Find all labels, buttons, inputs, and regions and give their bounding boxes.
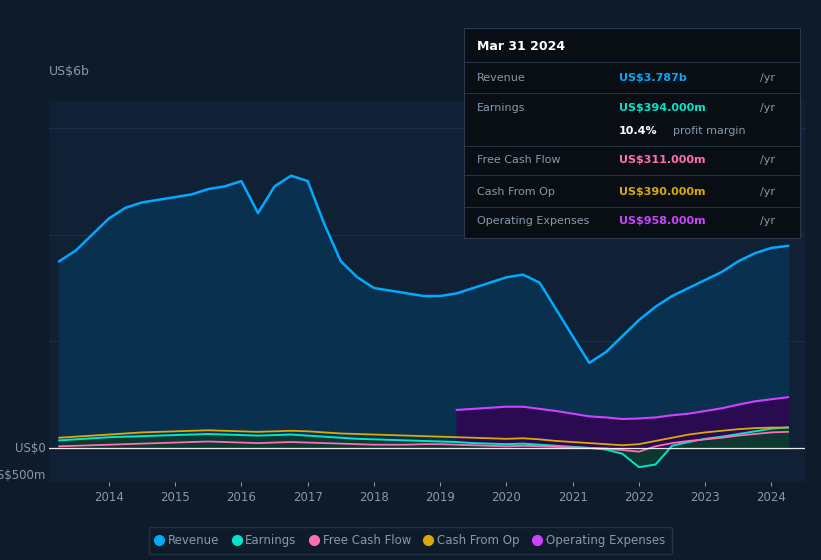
Text: Operating Expenses: Operating Expenses bbox=[477, 216, 589, 226]
Text: US$6b: US$6b bbox=[49, 65, 90, 78]
Text: profit margin: profit margin bbox=[672, 126, 745, 136]
Text: Free Cash Flow: Free Cash Flow bbox=[477, 155, 561, 165]
Text: /yr: /yr bbox=[760, 187, 775, 197]
Text: Mar 31 2024: Mar 31 2024 bbox=[477, 40, 566, 53]
Text: US$0: US$0 bbox=[15, 442, 45, 455]
Text: US$390.000m: US$390.000m bbox=[619, 187, 705, 197]
Text: US$958.000m: US$958.000m bbox=[619, 216, 705, 226]
Text: /yr: /yr bbox=[760, 155, 775, 165]
Text: Earnings: Earnings bbox=[477, 103, 525, 113]
Text: /yr: /yr bbox=[760, 103, 775, 113]
Text: -US$500m: -US$500m bbox=[0, 469, 45, 482]
Text: Cash From Op: Cash From Op bbox=[477, 187, 555, 197]
Legend: Revenue, Earnings, Free Cash Flow, Cash From Op, Operating Expenses: Revenue, Earnings, Free Cash Flow, Cash … bbox=[149, 527, 672, 554]
Text: Revenue: Revenue bbox=[477, 73, 526, 83]
Text: US$311.000m: US$311.000m bbox=[619, 155, 705, 165]
Text: 10.4%: 10.4% bbox=[619, 126, 658, 136]
Text: /yr: /yr bbox=[760, 73, 775, 83]
Text: /yr: /yr bbox=[760, 216, 775, 226]
Text: US$394.000m: US$394.000m bbox=[619, 103, 705, 113]
Text: US$3.787b: US$3.787b bbox=[619, 73, 686, 83]
